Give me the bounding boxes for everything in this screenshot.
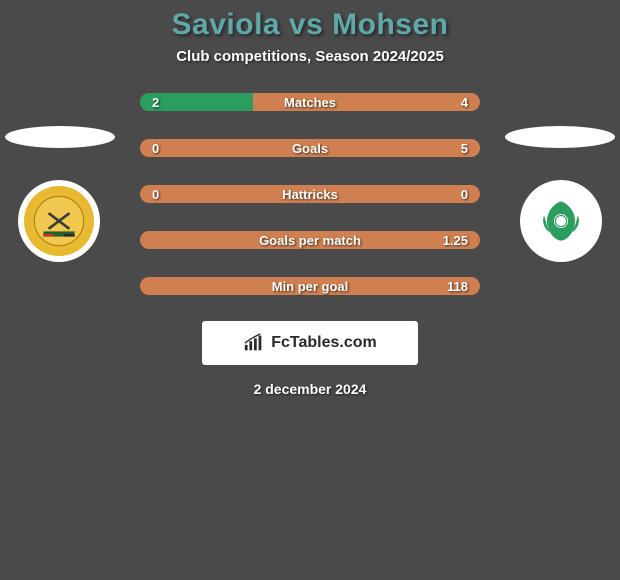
brand-logo[interactable]: FcTables.com — [202, 321, 418, 365]
stat-right-value: 118 — [447, 279, 468, 294]
stat-right-value: 0 — [461, 187, 468, 202]
stat-label: Min per goal — [272, 279, 349, 294]
club-badge-right-icon — [526, 186, 596, 256]
stat-row-goals-per-match: Goals per match 1.25 — [140, 231, 480, 249]
stat-row-hattricks: 0 Hattricks 0 — [140, 185, 480, 203]
stat-label: Matches — [284, 95, 336, 110]
brand-text: FcTables.com — [271, 334, 377, 352]
stat-right-value: 4 — [461, 95, 468, 110]
comparison-card: Saviola vs Mohsen Club competitions, Sea… — [0, 0, 620, 397]
club-badge-left-icon — [24, 186, 94, 256]
stat-left-value: 0 — [152, 141, 159, 156]
stat-row-min-per-goal: Min per goal 118 — [140, 277, 480, 295]
stat-left-value: 2 — [152, 95, 159, 110]
player-right-silhouette — [505, 126, 615, 148]
stat-label: Hattricks — [282, 187, 338, 202]
stat-label: Goals — [292, 141, 328, 156]
stat-label: Goals per match — [259, 233, 361, 248]
club-badge-left — [18, 180, 100, 262]
stat-left-value: 0 — [152, 187, 159, 202]
stats-list: 2 Matches 4 0 Goals 5 0 Hattricks 0 Goal… — [0, 93, 620, 295]
club-badge-right — [520, 180, 602, 262]
stat-right-value: 1.25 — [443, 233, 468, 248]
page-title: Saviola vs Mohsen — [0, 8, 620, 42]
stat-row-matches: 2 Matches 4 — [140, 93, 480, 111]
chart-icon — [243, 333, 265, 353]
stat-row-goals: 0 Goals 5 — [140, 139, 480, 157]
player-left-silhouette — [5, 126, 115, 148]
date-label: 2 december 2024 — [0, 381, 620, 397]
subtitle: Club competitions, Season 2024/2025 — [0, 48, 620, 65]
stat-right-value: 5 — [461, 141, 468, 156]
